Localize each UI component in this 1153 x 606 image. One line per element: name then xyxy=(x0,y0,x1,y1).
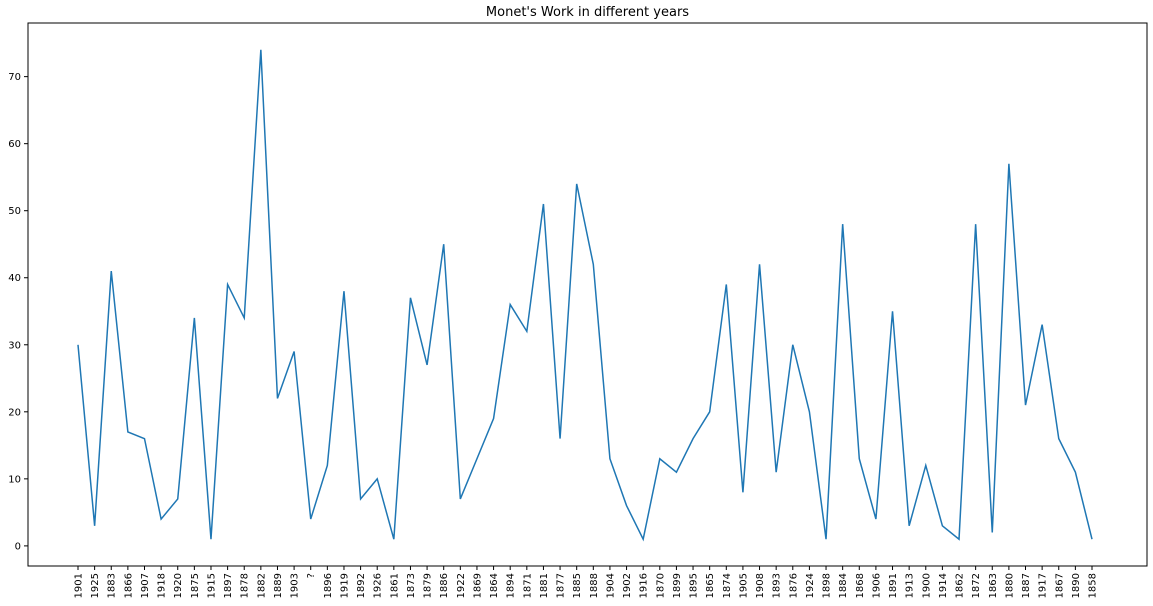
x-tick-label: 1889 xyxy=(273,573,284,598)
y-tick-label: 70 xyxy=(8,72,21,83)
x-tick-label: 1913 xyxy=(905,573,916,598)
chart-title: Monet's Work in different years xyxy=(485,5,690,20)
x-tick-label: 1902 xyxy=(622,573,633,598)
x-tick-label: 1884 xyxy=(838,573,849,598)
x-tick-label: 1914 xyxy=(938,573,949,598)
x-tick-label: 1875 xyxy=(190,573,201,598)
x-tick-label: 1883 xyxy=(107,573,118,598)
x-tick-label: 1906 xyxy=(871,573,882,598)
x-tick-label: 1872 xyxy=(971,573,982,598)
x-tick-label: 1878 xyxy=(240,573,251,598)
x-tick-label: 1901 xyxy=(74,573,85,598)
x-tick-label: 1861 xyxy=(389,573,400,598)
x-axis: 1901 1925 1883 1866 1907 1918 1920 1875 1915 1897… xyxy=(74,566,1099,598)
x-tick-label: 1898 xyxy=(822,573,833,598)
x-tick-label: 1908 xyxy=(755,573,766,598)
x-tick-label: 1873 xyxy=(406,573,417,598)
x-tick-label: 1920 xyxy=(173,573,184,598)
x-tick-label: 1925 xyxy=(90,573,101,598)
y-tick-label: 30 xyxy=(8,340,21,351)
x-tick-label: 1879 xyxy=(423,573,434,598)
x-tick-label: 1870 xyxy=(655,573,666,598)
x-tick-label: 1892 xyxy=(356,573,367,598)
y-tick-label: 60 xyxy=(8,139,21,150)
x-tick-label: 1886 xyxy=(439,573,450,598)
x-tick-label: 1899 xyxy=(672,573,683,598)
x-tick-label: 1894 xyxy=(506,573,517,598)
x-tick-label: 1888 xyxy=(589,573,600,598)
y-tick-label: 0 xyxy=(15,541,21,552)
x-tick-label: 1919 xyxy=(339,573,350,598)
x-tick-label: 1916 xyxy=(639,573,650,598)
x-tick-label: 1907 xyxy=(140,573,151,598)
x-tick-label: 1893 xyxy=(772,573,783,598)
x-tick-label: 1887 xyxy=(1021,573,1032,598)
x-tick-label: 1896 xyxy=(323,573,334,598)
x-tick-label: 1897 xyxy=(223,573,234,598)
series-line xyxy=(77,49,1093,542)
y-axis: 0 10 20 30 40 50 60 70 xyxy=(8,72,28,552)
x-tick-label: 1863 xyxy=(988,573,999,598)
x-tick-label: 1895 xyxy=(689,573,700,598)
y-tick-label: 40 xyxy=(8,273,21,284)
x-tick-label: 1918 xyxy=(157,573,168,598)
x-tick-label: 1915 xyxy=(206,573,217,598)
x-tick-label: 1858 xyxy=(1088,573,1099,598)
y-tick-label: 10 xyxy=(8,474,21,485)
x-tick-label: 1903 xyxy=(290,573,301,598)
x-tick-label: 1917 xyxy=(1038,573,1049,598)
x-tick-label: 1905 xyxy=(738,573,749,598)
x-tick-label: 1881 xyxy=(539,573,550,598)
x-tick-label: 1876 xyxy=(788,573,799,598)
x-tick-label: 1882 xyxy=(256,573,267,598)
x-tick-label: 1880 xyxy=(1004,573,1015,598)
x-tick-label: 1904 xyxy=(605,573,616,598)
x-tick-label: 1865 xyxy=(705,573,716,598)
x-tick-label: 1926 xyxy=(373,573,384,598)
x-tick-label: 1924 xyxy=(805,573,816,598)
x-tick-label: 1891 xyxy=(888,573,899,598)
x-tick-label: 1862 xyxy=(955,573,966,598)
x-tick-label: 1890 xyxy=(1071,573,1082,598)
x-tick-label: ? xyxy=(306,573,317,578)
plot-frame xyxy=(27,22,1148,567)
x-tick-label: 1922 xyxy=(456,573,467,598)
x-tick-label: 1885 xyxy=(572,573,583,598)
x-tick-label: 1864 xyxy=(489,573,500,598)
x-tick-label: 1877 xyxy=(556,573,567,598)
x-tick-label: 1868 xyxy=(855,573,866,598)
x-tick-label: 1867 xyxy=(1054,573,1065,598)
x-tick-label: 1869 xyxy=(472,573,483,598)
x-tick-label: 1871 xyxy=(522,573,533,598)
x-tick-label: 1900 xyxy=(921,573,932,598)
y-tick-label: 20 xyxy=(8,407,21,418)
x-tick-label: 1866 xyxy=(123,573,134,598)
x-tick-label: 1874 xyxy=(722,573,733,598)
y-tick-label: 50 xyxy=(8,206,21,217)
